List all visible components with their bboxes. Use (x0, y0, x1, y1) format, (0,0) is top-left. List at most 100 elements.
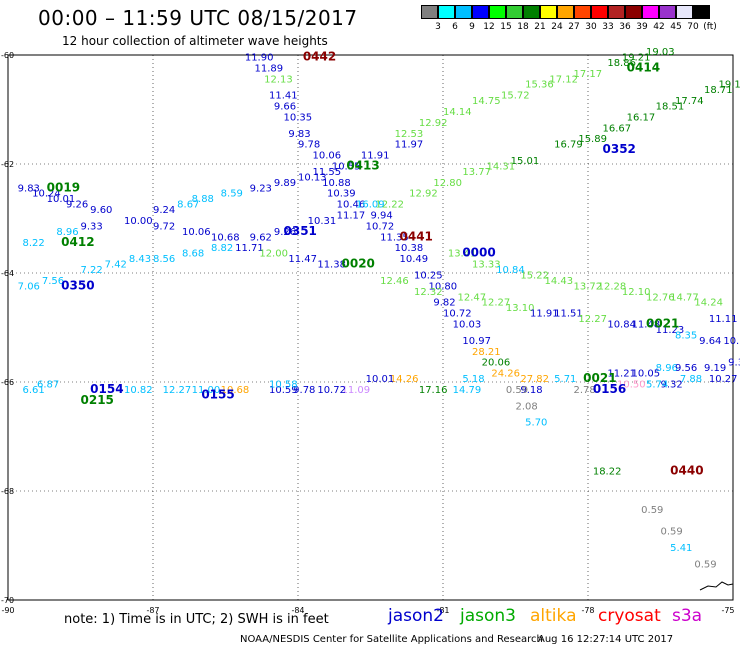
wave-height-reading: 9.82 (433, 298, 455, 309)
longitude-tick-labels: -90 -87 -84 -81 -78 -75 (1, 606, 734, 615)
colorbar-swatch (591, 5, 608, 19)
pass-time-label: 0413 (346, 158, 379, 172)
wave-height-reading: 10.38 (395, 243, 424, 254)
wave-height-reading: 9.26 (274, 227, 296, 238)
wave-height-reading: 7.56 (42, 276, 64, 287)
wave-height-reading: 5.71 (554, 374, 576, 385)
colorbar-swatch (540, 5, 557, 19)
wave-height-reading: 9.19 (704, 363, 726, 374)
longitude-tick-label: -84 (291, 606, 304, 615)
wave-height-reading: 24.26 (491, 369, 520, 380)
colorbar-label: 30 (585, 22, 597, 32)
wave-height-reading: 11.41 (269, 91, 298, 102)
wave-height-readings: 11.9011.8912.1311.419.6610.359.839.7810.… (18, 47, 740, 570)
wave-height-reading: 18.51 (656, 102, 685, 113)
wave-height-reading: 10.58 (269, 379, 298, 390)
latitude-tick-label: -66 (1, 378, 14, 387)
wave-height-reading: 10.01 (47, 194, 76, 205)
wave-height-reading: 12.76 (646, 292, 675, 303)
satellite-legend-jason3: jason3 (460, 606, 516, 626)
wave-height-reading: 5.41 (670, 543, 692, 554)
wave-height-reading: 19.18 (719, 80, 740, 91)
wave-height-reading: 9.26 (66, 200, 88, 211)
wave-height-reading: 10.05 (632, 369, 661, 380)
wave-height-reading: 6.61 (23, 385, 45, 396)
longitude-tick-label: -90 (1, 606, 14, 615)
wave-height-reading: 11.47 (288, 254, 317, 265)
wave-height-reading: 10.06 (313, 151, 342, 162)
wave-height-reading: 11.90 (245, 52, 274, 63)
wave-height-reading: 8.96 (656, 363, 678, 374)
colorbar-label: 70 (687, 22, 699, 32)
page-title: 00:00 – 11:59 UTC 08/15/2017 (38, 6, 358, 30)
pass-time-label: 0352 (603, 142, 636, 156)
wave-height-reading: 11.21 (607, 369, 636, 380)
wave-height-reading: 8.96 (56, 227, 78, 238)
wave-height-reading: 8.67 (177, 200, 199, 211)
wave-height-reading: 16.17 (627, 112, 656, 123)
wave-height-reading: 9.23 (250, 183, 272, 194)
wave-height-reading: 9.72 (153, 221, 175, 232)
wave-height-reading: 7.22 (81, 265, 103, 276)
wave-height-reading: 14.26 (390, 374, 419, 385)
wave-height-reading: 11.17 (337, 211, 366, 222)
wave-height-reading: 11.91 (530, 309, 559, 320)
pass-time-label: 0440 (670, 464, 703, 478)
colorbar-swatch (574, 5, 591, 19)
wave-height-reading: 19.03 (646, 47, 675, 58)
wave-height-reading: 17.17 (574, 69, 603, 80)
satellite-legend-s3a: s3a (672, 606, 703, 626)
wave-height-reading: 7.42 (105, 260, 127, 271)
wave-height-reading: 12.53 (395, 129, 424, 140)
wave-height-reading: 12.46 (380, 276, 409, 287)
pass-time-label: 0020 (342, 257, 375, 271)
footer-timestamp: Aug 16 12:27:14 UTC 2017 (538, 634, 674, 645)
wave-height-reading: 9.18 (520, 385, 542, 396)
pass-time-label: 0154 (90, 382, 123, 396)
wave-height-reading: 10.88 (322, 178, 351, 189)
wave-height-reading: 10.06 (182, 227, 211, 238)
wave-height-reading: 10.31 (308, 216, 337, 227)
wave-height-reading: 8.43 (129, 254, 151, 265)
wave-height-reading: 11.89 (255, 63, 284, 74)
pass-time-label: 0414 (627, 60, 660, 74)
colorbar-swatch (489, 5, 506, 19)
wave-height-reading: 9.32 (661, 379, 683, 390)
wave-height-reading: 18.86 (607, 58, 636, 69)
wave-height-reading: 14.77 (670, 292, 699, 303)
wave-height-reading: 12.27 (482, 298, 511, 309)
wave-height-reading: 11.51 (554, 309, 583, 320)
wave-height-reading: 13.72 (574, 281, 603, 292)
wave-height-reading: 8.35 (675, 330, 697, 341)
wave-height-reading: 11.11 (709, 314, 738, 325)
wave-height-reading: 2.08 (516, 401, 538, 412)
wave-height-reading: 14.79 (453, 385, 482, 396)
wave-height-reading: 9.66 (274, 102, 296, 113)
wave-height-reading: 15.01 (511, 156, 540, 167)
pass-time-label: 0350 (61, 278, 94, 292)
wave-height-reading: 12.27 (163, 385, 192, 396)
wave-height-reading: 10.25 (414, 270, 443, 281)
colorbar-swatch (557, 5, 574, 19)
wave-height-reading: 12.92 (419, 118, 448, 129)
wave-height-reading: 16.79 (554, 140, 583, 151)
wave-height-reading: 15.22 (520, 270, 549, 281)
wave-height-reading: 0.59 (661, 527, 683, 538)
wave-height-reading: 12.10 (622, 287, 651, 298)
wave-height-reading: 14.14 (443, 107, 472, 118)
wave-height-reading: 11.71 (235, 243, 264, 254)
pass-time-label: 0441 (400, 229, 433, 243)
wave-height-reading: 16.09 (356, 200, 385, 211)
wave-height-reading: 9.3 (728, 358, 740, 369)
wave-height-reading: 9.64 (699, 336, 721, 347)
wave-height-reading: 13.10 (506, 303, 535, 314)
wave-height-reading: 10.3 (723, 336, 740, 347)
pass-time-label: 0000 (462, 246, 495, 260)
map-frame (7, 54, 734, 601)
pass-time-label: 0155 (201, 387, 234, 401)
wave-height-reading: 8.88 (192, 194, 214, 205)
wave-height-reading: 7.88 (680, 374, 702, 385)
wave-height-reading: 11.00 (192, 385, 221, 396)
map-grid (8, 55, 733, 600)
wave-height-reading: 13.33 (472, 260, 501, 271)
